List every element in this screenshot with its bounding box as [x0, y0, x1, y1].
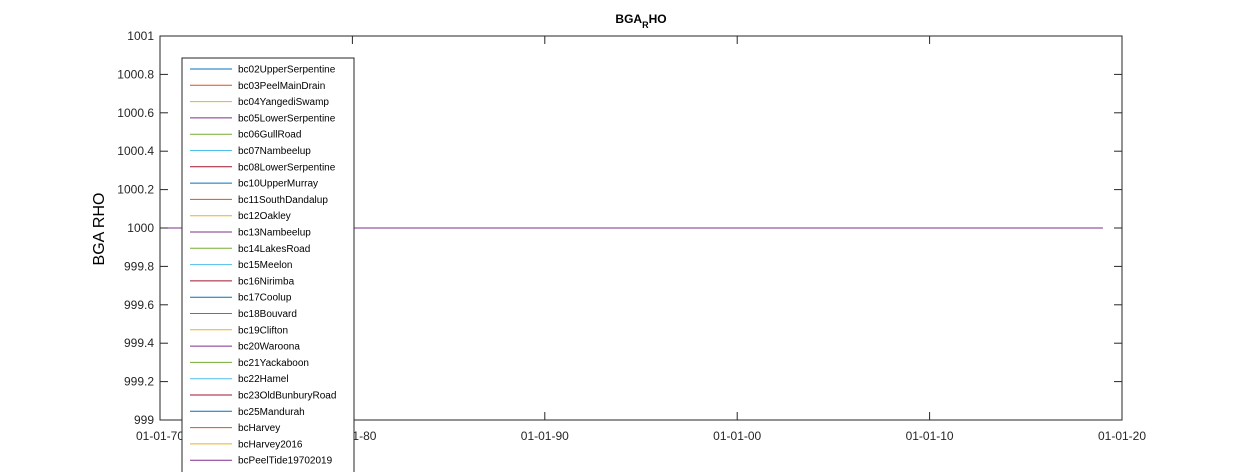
- y-tick-label: 999.8: [124, 259, 154, 273]
- x-tick-label: 01-01-20: [1098, 429, 1146, 443]
- y-tick-label: 1000.4: [117, 144, 154, 158]
- legend-entry: bc21Yackaboon: [238, 358, 309, 369]
- y-tick-label: 999.6: [124, 298, 154, 312]
- legend-entry: bc11SouthDandalup: [238, 195, 328, 206]
- legend-entry: bc19Clifton: [238, 325, 288, 336]
- y-tick-label: 1000.2: [117, 183, 154, 197]
- legend-entry: bc08LowerSerpentine: [238, 162, 336, 173]
- y-tick-label: 1001: [127, 29, 154, 43]
- axes-layer: 01-01-7001-01-8001-01-9001-01-0001-01-10…: [117, 29, 1146, 443]
- legend-entry: bc15Meelon: [238, 260, 292, 271]
- y-tick-label: 1000.8: [117, 67, 154, 81]
- legend-entry: bc18Bouvard: [238, 309, 297, 320]
- legend-entry: bc16Nirimba: [238, 276, 295, 287]
- y-tick-label: 999.4: [124, 336, 154, 350]
- legend-entry: bc20Waroona: [238, 342, 300, 353]
- legend-entry: bc14LakesRoad: [238, 244, 310, 255]
- y-axis-label: BGA RHO: [91, 193, 108, 266]
- legend-entry: bcHarvey: [238, 423, 280, 434]
- y-tick-label: 999.2: [124, 375, 154, 389]
- legend-entry: bcPeelTide19702019: [238, 456, 333, 467]
- legend-entry: bc13Nambeelup: [238, 228, 311, 239]
- legend-entry: bc03PeelMainDrain: [238, 81, 325, 92]
- legend-entry: bc06GullRoad: [238, 130, 301, 141]
- legend-entry: bc25Mandurah: [238, 407, 305, 418]
- legend-entry: bc04YangediSwamp: [238, 97, 329, 108]
- chart-title: BGARHO: [615, 12, 666, 30]
- x-tick-label: 01-01-00: [713, 429, 761, 443]
- legend-entry: bcHarvey2016: [238, 439, 303, 450]
- legend-entry: bc07Nambeelup: [238, 146, 311, 157]
- y-tick-label: 1000: [127, 221, 154, 235]
- legend-entry: bc02UpperSerpentine: [238, 65, 336, 76]
- x-tick-label: 01-01-70: [136, 429, 184, 443]
- legend-entry: bc05LowerSerpentine: [238, 113, 336, 124]
- x-tick-label: 01-01-10: [906, 429, 954, 443]
- y-tick-label: 999: [134, 413, 154, 427]
- x-tick-label: 01-01-90: [521, 429, 569, 443]
- legend-entry: bc10UpperMurray: [238, 179, 318, 190]
- legend-entry: bc23OldBunburyRoad: [238, 391, 336, 402]
- legend-entry: bc12Oakley: [238, 211, 291, 222]
- y-tick-label: 1000.6: [117, 106, 154, 120]
- legend-entry: bc22Hamel: [238, 374, 289, 385]
- legend-entry: bc17Coolup: [238, 293, 292, 304]
- legend: bc02UpperSerpentine bc03PeelMainDrain bc04…: [181, 57, 355, 472]
